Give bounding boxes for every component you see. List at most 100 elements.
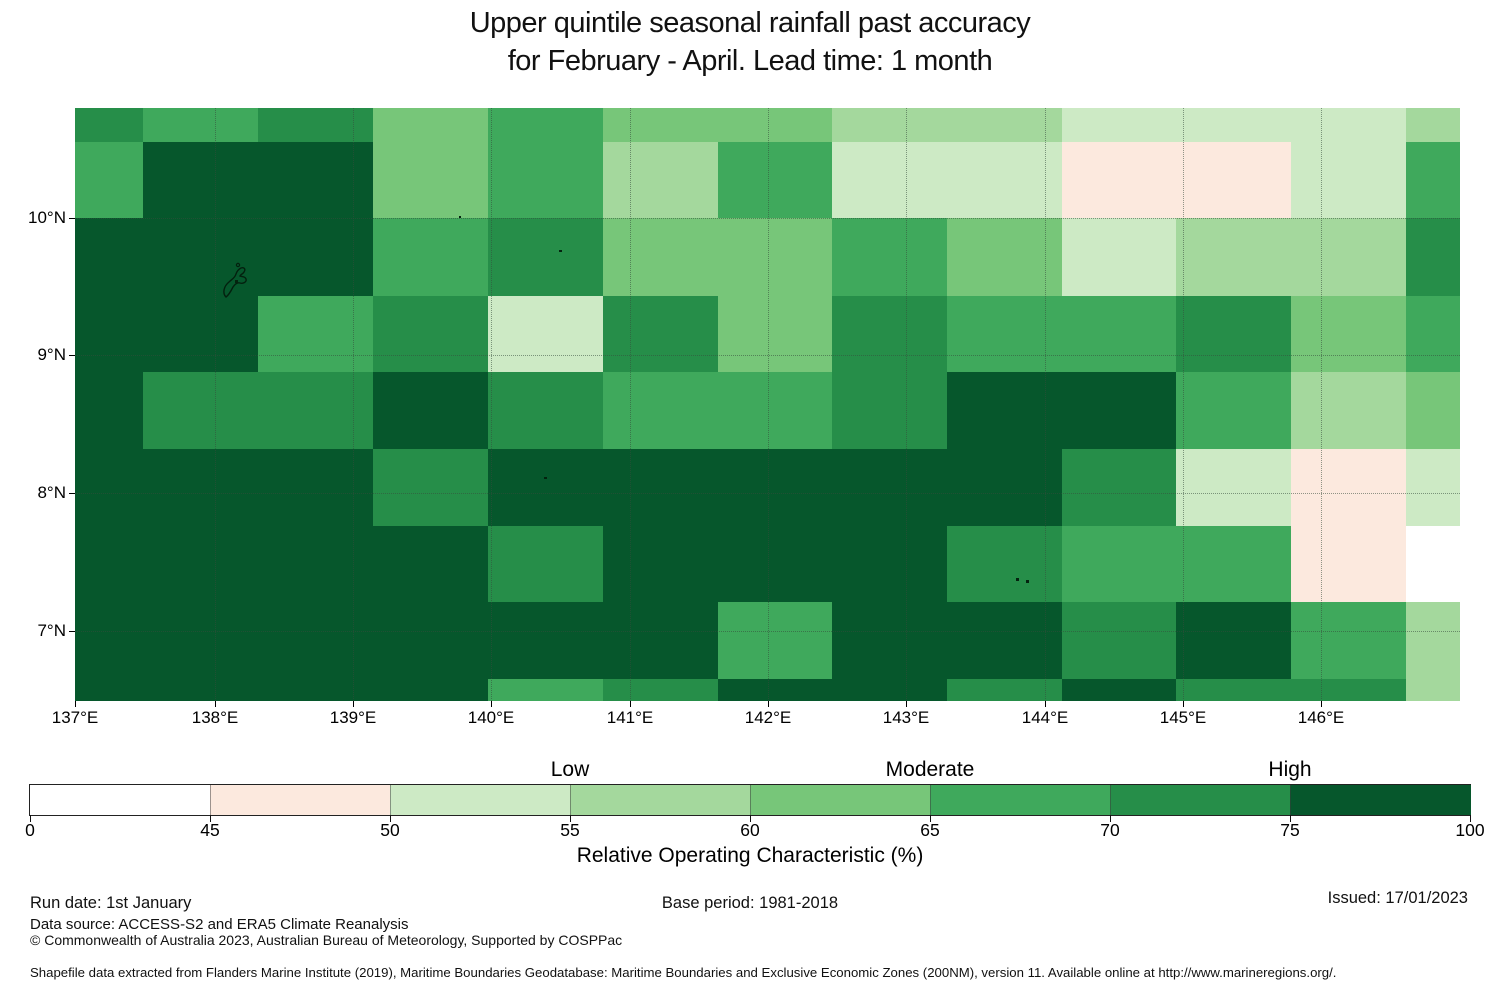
map-cell	[1406, 108, 1460, 142]
x-tick-label: 142°E	[744, 708, 792, 727]
colorbar-tick-label: 45	[200, 820, 220, 840]
map-cell	[75, 142, 143, 218]
map-cell	[718, 526, 832, 602]
map-cell	[373, 218, 488, 296]
colorbar-tick-mark	[1289, 815, 1291, 822]
map-cell	[258, 218, 373, 296]
data-source-text: Data source: ACCESS-S2 and ERA5 Climate …	[30, 916, 409, 933]
map-cell	[75, 108, 143, 142]
map-cell	[718, 602, 832, 679]
colorbar-tick-label: 60	[740, 820, 760, 840]
map-cell	[488, 142, 603, 218]
x-tick-mark	[629, 701, 631, 707]
y-tick-mark	[69, 492, 75, 494]
map-cell	[947, 449, 1062, 526]
colorbar	[29, 784, 1471, 816]
map-cell	[832, 296, 947, 372]
map-cell	[1406, 679, 1460, 701]
colorbar-tick-mark	[749, 815, 751, 822]
colorbar-tick-label: 55	[560, 820, 580, 840]
map-cell	[1062, 142, 1176, 218]
gridline-vertical	[906, 108, 907, 701]
island-speck	[544, 477, 547, 479]
colorbar-segment	[750, 785, 931, 815]
x-tick-label: 141°E	[606, 708, 654, 727]
map-cell	[1291, 679, 1406, 701]
map-cell	[832, 526, 947, 602]
colorbar-tick-label: 100	[1455, 820, 1485, 840]
map-cell	[373, 602, 488, 679]
x-tick-mark	[905, 701, 907, 707]
y-tick-label: 10°N	[28, 208, 66, 227]
colorbar-tick-mark	[929, 815, 931, 822]
map-cell	[488, 372, 603, 449]
map-cell	[143, 526, 258, 602]
gridline-horizontal	[75, 493, 1460, 494]
map-cell	[832, 449, 947, 526]
x-tick-label: 137°E	[51, 708, 99, 727]
gridline-vertical	[1045, 108, 1046, 701]
map-cell	[258, 372, 373, 449]
map-cell	[75, 372, 143, 449]
map-cell	[1406, 218, 1460, 296]
map-cell	[718, 218, 832, 296]
map-cell	[1176, 108, 1291, 142]
map-cell	[1062, 602, 1176, 679]
map-cell	[832, 142, 947, 218]
map-cell	[373, 108, 488, 142]
map-cell	[718, 449, 832, 526]
map-cell	[832, 108, 947, 142]
y-tick-label: 8°N	[37, 483, 66, 502]
map-cell	[1291, 449, 1406, 526]
y-tick-mark	[69, 630, 75, 632]
map-cell	[488, 296, 603, 372]
map-cell	[75, 679, 143, 701]
island-speck	[1026, 580, 1029, 583]
x-tick-mark	[74, 701, 76, 707]
map-cell	[143, 108, 258, 142]
x-tick-mark	[490, 701, 492, 707]
map-cell	[1406, 449, 1460, 526]
island-speck	[1016, 578, 1019, 581]
map-cell	[143, 142, 258, 218]
map-cell	[718, 142, 832, 218]
map-cell	[603, 108, 718, 142]
island-speck	[235, 280, 238, 283]
map-cell	[832, 679, 947, 701]
map-cell	[947, 602, 1062, 679]
shapefile-attribution-text: Shapefile data extracted from Flanders M…	[30, 965, 1337, 980]
map-cell	[947, 218, 1062, 296]
x-tick-mark	[767, 701, 769, 707]
gridline-vertical	[353, 108, 354, 701]
map-cell	[832, 372, 947, 449]
base-period-text: Base period: 1981-2018	[661, 894, 839, 912]
chart-title-line2: for February - April. Lead time: 1 month	[507, 45, 993, 77]
map-cell	[1062, 218, 1176, 296]
map-cell	[1406, 372, 1460, 449]
gridline-vertical	[630, 108, 631, 701]
map-cell	[488, 449, 603, 526]
map-cell	[947, 296, 1062, 372]
x-tick-label: 143°E	[882, 708, 930, 727]
map-cell	[1176, 142, 1291, 218]
map-cell	[1176, 372, 1291, 449]
gridline-vertical	[1183, 108, 1184, 701]
y-tick-mark	[69, 217, 75, 219]
colorbar-segment	[1290, 785, 1471, 815]
x-tick-mark	[1044, 701, 1046, 707]
run-date-text: Run date: 1st January	[30, 894, 192, 912]
gridline-vertical	[491, 108, 492, 701]
map-plot	[75, 108, 1460, 701]
x-tick-mark	[1182, 701, 1184, 707]
map-cell	[1062, 449, 1176, 526]
colorbar-tick-label: 50	[380, 820, 400, 840]
map-cell	[75, 526, 143, 602]
map-cell	[373, 296, 488, 372]
colorbar-segment	[1110, 785, 1291, 815]
map-cell	[488, 108, 603, 142]
map-cell	[947, 372, 1062, 449]
map-cell	[603, 142, 718, 218]
x-tick-label: 144°E	[1021, 708, 1069, 727]
y-tick-mark	[69, 354, 75, 356]
